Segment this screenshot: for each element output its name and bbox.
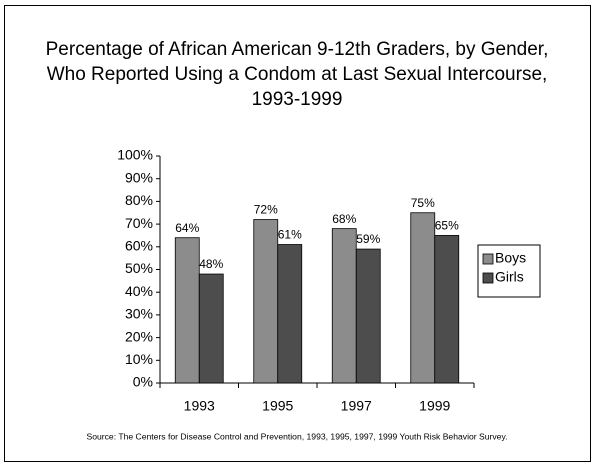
legend-swatch: [482, 253, 494, 265]
value-label: 48%: [199, 257, 223, 271]
value-label: 75%: [411, 196, 435, 210]
y-tick-label: 0%: [133, 374, 153, 390]
x-tick-label: 1993: [184, 398, 215, 414]
bar: [434, 235, 460, 384]
value-label: 64%: [175, 221, 199, 235]
y-tick-label: 100%: [117, 147, 153, 163]
value-label: 59%: [356, 232, 380, 246]
frame: [4, 5, 591, 462]
bar: [355, 248, 381, 384]
legend-label: Girls: [495, 269, 524, 285]
y-tick-label: 10%: [125, 351, 153, 367]
bar: [331, 228, 357, 384]
y-tick-label: 20%: [125, 328, 153, 344]
y-tick-label: 40%: [125, 283, 153, 299]
y-tick-label: 60%: [125, 238, 153, 254]
chart-title: Who Reported Using a Condom at Last Sexu…: [47, 64, 548, 85]
bar: [198, 273, 224, 384]
bar: [174, 237, 200, 384]
y-tick-label: 90%: [125, 169, 153, 185]
value-label: 68%: [332, 212, 356, 226]
chart-title: 1993-1999: [252, 89, 343, 110]
bar: [277, 244, 303, 384]
x-tick-label: 1997: [341, 398, 372, 414]
y-tick-label: 80%: [125, 192, 153, 208]
y-tick-label: 70%: [125, 215, 153, 231]
value-label: 61%: [278, 228, 302, 242]
legend-swatch: [482, 272, 494, 284]
bar: [410, 212, 436, 384]
y-tick-label: 30%: [125, 306, 153, 322]
chart-title: Percentage of African American 9-12th Gr…: [46, 39, 549, 60]
value-label: 65%: [435, 219, 459, 233]
legend-label: Boys: [495, 250, 526, 266]
x-tick-label: 1995: [262, 398, 293, 414]
y-tick-label: 50%: [125, 260, 153, 276]
x-tick-label: 1999: [419, 398, 450, 414]
value-label: 72%: [254, 203, 278, 217]
bar: [253, 219, 279, 384]
source-note: Source: The Centers for Disease Control …: [86, 431, 507, 441]
